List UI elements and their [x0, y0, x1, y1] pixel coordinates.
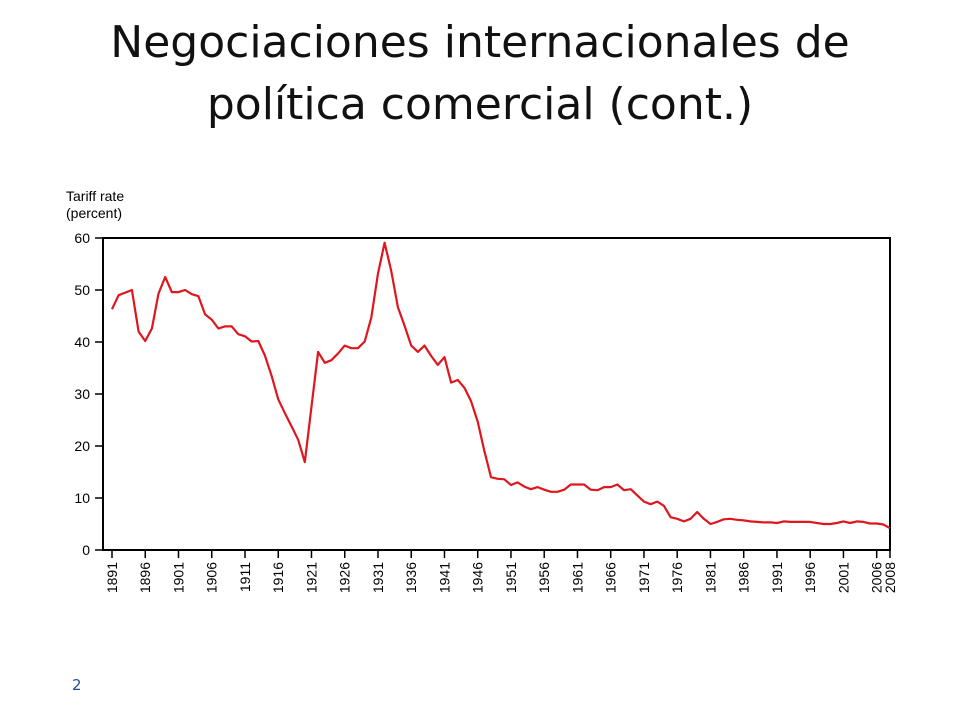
tariff-rate-series-line: [111, 241, 891, 530]
x-tick-label: 1976: [669, 562, 685, 593]
x-tick-label: 1986: [736, 562, 752, 593]
x-tick-label: 1916: [270, 562, 286, 593]
y-tick-label: 20: [74, 438, 90, 454]
y-tick-label: 0: [82, 542, 90, 558]
y-tick-label: 50: [74, 282, 90, 298]
slide-title-line-1: Negociaciones internacionales de: [110, 17, 850, 68]
x-tick-label: 2006: [869, 562, 885, 593]
x-tick-label: 1906: [204, 562, 220, 593]
x-tick-label: 1971: [636, 562, 652, 593]
x-tick-label: 1911: [237, 562, 253, 592]
x-tick-label: 1891: [104, 562, 120, 593]
x-tick-label: 1951: [503, 562, 519, 593]
x-axis: 1891 1896 1901 1906 1911 1916 1921 1926 1931 1936…: [104, 550, 898, 593]
x-tick-label: 2001: [835, 562, 851, 593]
x-tick-label: 1996: [802, 562, 818, 593]
y-tick-label: 40: [74, 334, 90, 350]
y-axis: 0 10 20 30 40 50 60: [74, 230, 103, 558]
y-tick-label: 30: [74, 386, 90, 402]
x-tick-label: 1991: [769, 562, 785, 593]
x-tick-label: 1956: [536, 562, 552, 593]
y-axis-label-line-2: (percent): [66, 205, 122, 221]
x-tick-label: 1966: [603, 562, 619, 593]
x-tick-label: 1901: [170, 562, 186, 593]
y-tick-label: 60: [74, 230, 90, 246]
plot-frame: [102, 237, 891, 551]
x-tick-label: 1921: [303, 562, 319, 593]
y-axis-label-line-1: Tariff rate: [66, 188, 124, 204]
x-tick-label: 1941: [436, 562, 452, 593]
x-tick-label: 1981: [702, 562, 718, 593]
x-tick-label: 2008: [882, 562, 898, 593]
x-tick-label: 1936: [403, 562, 419, 593]
slide-number: 2: [72, 676, 82, 694]
x-tick-label: 1931: [370, 562, 386, 593]
y-tick-label: 10: [74, 490, 90, 506]
tariff-chart: Tariff rate (percent) 0 10 20 30 40 50 60 1891…: [0, 170, 960, 620]
tariff-chart-svg: Tariff rate (percent) 0 10 20 30 40 50 60 1891…: [66, 188, 898, 593]
slide-title: Negociaciones internacionales de polític…: [0, 12, 960, 136]
x-tick-label: 1946: [470, 562, 486, 593]
x-tick-label: 1961: [569, 562, 585, 593]
slide-title-line-2: política comercial (cont.): [206, 79, 754, 130]
x-tick-label: 1926: [337, 562, 353, 593]
x-tick-label: 1896: [137, 562, 153, 593]
